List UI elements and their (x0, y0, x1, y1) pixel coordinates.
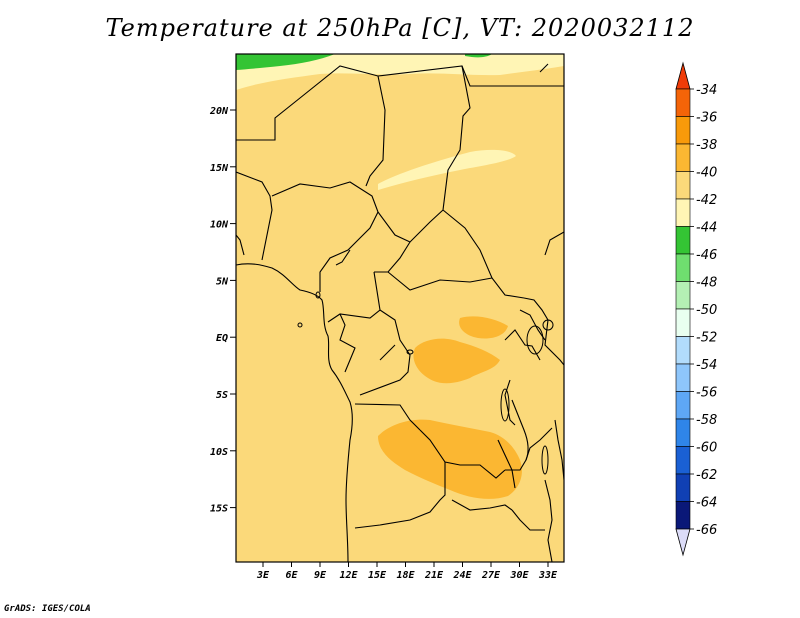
colorbar-segment (675, 363, 691, 392)
map-plot-area (236, 54, 564, 562)
colorbar-segment (675, 88, 691, 117)
footer-credit: GrADS: IGES/COLA (4, 604, 91, 614)
lat-label-15S: 15S (210, 504, 228, 515)
colorbar-segment (675, 143, 691, 172)
colorbar-top-arrow (675, 61, 691, 90)
colorbar-label: -48 (696, 276, 717, 291)
lon-label-18E: 18E (396, 570, 415, 581)
lat-label-EQ: EQ (216, 333, 228, 344)
map-frame (235, 53, 565, 563)
longitude-axis: 3E 6E 9E 12E 15E 18E 21E 24E 27E 30E 33E (256, 562, 558, 581)
colorbar-bottom-arrow (675, 528, 691, 557)
colorbar-label: -64 (696, 496, 717, 511)
colorbar-segment (675, 171, 691, 200)
lon-label-21E: 21E (424, 570, 444, 581)
colorbar-label: -56 (696, 386, 717, 401)
cold-region-north-small (465, 54, 492, 58)
country-borders (236, 63, 564, 562)
colorbar-label: -40 (696, 166, 717, 181)
warm-region-angola (378, 419, 522, 499)
colorbar-segment (675, 253, 691, 282)
lat-label-10N: 10N (210, 220, 229, 231)
colorbar-segment (675, 116, 691, 145)
colorbar-segment (675, 336, 691, 365)
lon-label-15E: 15E (368, 570, 387, 581)
colorbar-label: -46 (696, 248, 717, 263)
lat-label-20N: 20N (209, 106, 229, 117)
cool-region-sahel (378, 149, 516, 190)
warm-region-congo (413, 338, 500, 384)
lon-label-6E: 6E (285, 570, 298, 581)
lat-label-10S: 10S (210, 447, 228, 458)
colorbar-label: -44 (696, 221, 717, 236)
colorbar-label: -52 (696, 331, 717, 346)
lat-label-5N: 5N (216, 276, 229, 287)
colorbar-label: -36 (696, 111, 717, 126)
chart-title: Temperature at 250hPa [C], VT: 202003211… (105, 14, 695, 42)
colorbar-label: -42 (696, 193, 717, 208)
colorbar-segment (675, 281, 691, 310)
colorbar-label: -54 (696, 358, 717, 373)
cool-region-north (236, 54, 564, 90)
colorbar: -34 -36 -38 -40 -42 -44 -46 -48 -50 -52 -54 -56 -58 -… (675, 61, 717, 557)
colorbar-label: -66 (696, 523, 717, 538)
colorbar-segment (675, 473, 691, 502)
latitude-axis: 20N 15N 10N 5N EQ 5S 10S 15S (209, 106, 236, 515)
colorbar-segment (675, 308, 691, 337)
colorbar-label: -62 (696, 468, 717, 483)
lat-label-15N: 15N (210, 163, 229, 174)
lake-outlines (297, 291, 554, 475)
colorbar-label: -50 (696, 303, 717, 318)
warm-region-congo-east (459, 316, 508, 339)
lon-label-9E: 9E (314, 570, 327, 581)
lat-label-5S: 5S (216, 390, 228, 401)
colorbar-label: -38 (696, 138, 717, 153)
colorbar-label: -58 (696, 413, 717, 428)
colorbar-segment (675, 446, 691, 475)
colorbar-segment (675, 391, 691, 420)
lon-label-12E: 12E (339, 570, 358, 581)
colorbar-label: -60 (696, 441, 717, 456)
lon-label-33E: 33E (538, 570, 558, 581)
colorbar-label: -34 (696, 83, 717, 98)
colorbar-segment (675, 226, 691, 255)
colorbar-segment (675, 501, 691, 530)
lon-label-3E: 3E (256, 570, 270, 581)
lon-label-30E: 30E (509, 570, 529, 581)
cold-region-northwest (236, 54, 335, 70)
colorbar-segment (675, 198, 691, 227)
colorbar-segment (675, 418, 691, 447)
lon-label-27E: 27E (481, 570, 501, 581)
lon-label-24E: 24E (452, 570, 472, 581)
